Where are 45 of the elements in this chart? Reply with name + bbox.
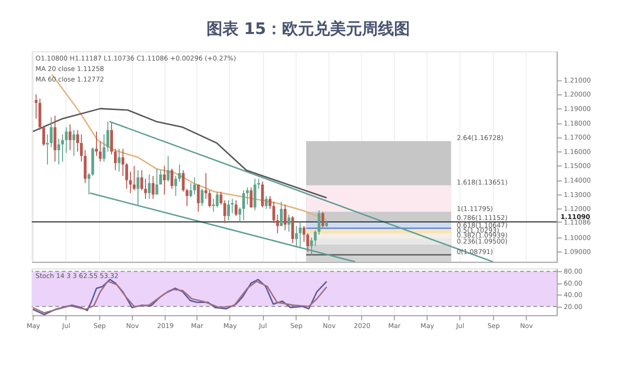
candlestick: [227, 200, 230, 221]
candlestick: [208, 190, 212, 208]
candlestick: [159, 170, 162, 185]
candlestick: [72, 130, 76, 156]
chart-title: 图表 15：欧元兑美元周线图: [206, 19, 410, 38]
candlestick: [261, 181, 264, 208]
candlestick: [102, 134, 106, 162]
candlestick: [178, 164, 181, 182]
candlestick: [254, 178, 256, 211]
candlestick: [310, 237, 313, 256]
candlestick: [321, 211, 324, 228]
candlestick: [200, 188, 204, 206]
candlestick: [212, 198, 215, 212]
candlestick: [170, 168, 174, 190]
candlestick: [272, 201, 276, 224]
candlestick: [144, 178, 147, 200]
candlestick: [50, 116, 53, 148]
candlestick: [76, 130, 80, 152]
candlestick: [61, 134, 64, 162]
candlestick: [242, 190, 246, 221]
candlestick: [230, 198, 234, 214]
candlestick: [291, 216, 294, 244]
candlestick: [132, 165, 136, 191]
candlestick: [54, 115, 56, 162]
candlestick: [186, 188, 188, 206]
candlestick: [152, 175, 154, 200]
candlestick: [68, 124, 72, 151]
candlestick: [95, 131, 98, 156]
candlestick: [223, 200, 226, 224]
candlestick: [189, 182, 192, 198]
candlestick: [193, 176, 196, 196]
candlestick: [162, 165, 166, 196]
line-series: [32, 108, 328, 199]
candlestick: [287, 214, 290, 232]
candlestick: [302, 226, 306, 242]
candlestick: [234, 200, 238, 216]
candlestick: [295, 226, 298, 248]
candlestick: [220, 191, 222, 206]
candlestick: [110, 122, 113, 155]
candlestick: [118, 148, 121, 172]
candlestick: [250, 186, 253, 208]
candlestick: [268, 196, 272, 210]
candlestick: [284, 204, 287, 231]
candlestick: [34, 94, 38, 120]
candlestick: [246, 186, 249, 206]
